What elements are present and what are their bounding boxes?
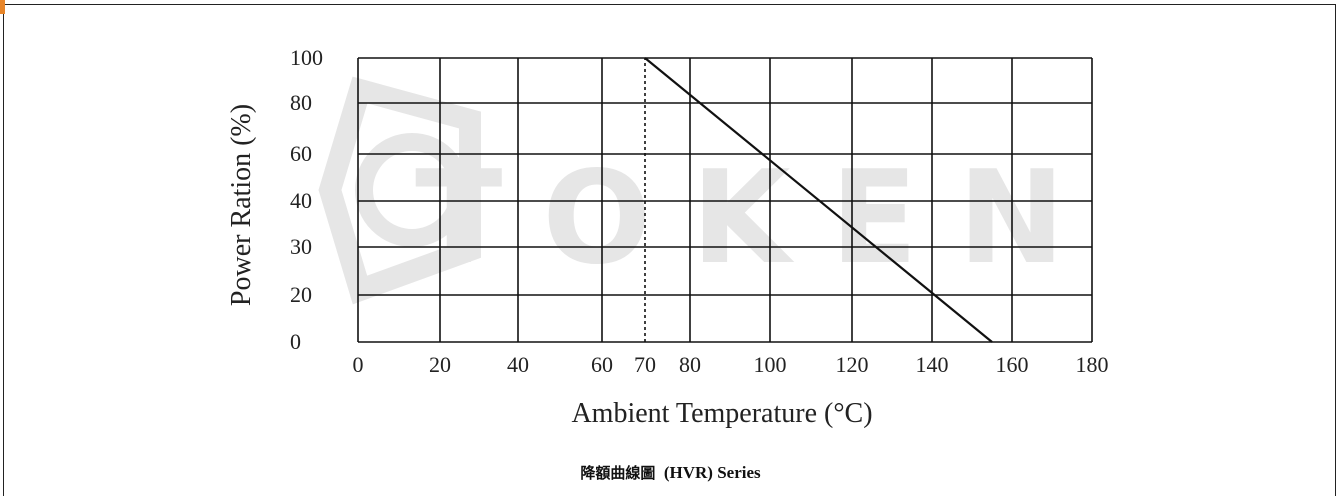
token-watermark: TOKEN bbox=[318, 76, 1105, 305]
x-tick-label: 20 bbox=[429, 352, 451, 377]
caption-series: (HVR) Series bbox=[663, 463, 761, 482]
x-tick-label: 0 bbox=[353, 352, 364, 377]
watermark-ring bbox=[355, 133, 469, 247]
x-axis-label: Ambient Temperature (°C) bbox=[571, 398, 872, 429]
y-tick-label: 80 bbox=[290, 90, 312, 115]
derating-chart: TOKEN 0 20 40 60 70 80 100 120 140 160 180 0 20 30 40… bbox=[226, 45, 1109, 429]
x-tick-label: 160 bbox=[996, 352, 1029, 377]
chart-grid bbox=[357, 57, 1093, 343]
x-tick-label: 40 bbox=[507, 352, 529, 377]
page-frame bbox=[3, 4, 1336, 496]
y-tick-label: 100 bbox=[290, 45, 323, 70]
x-tick-label: 70 bbox=[634, 352, 656, 377]
y-tick-label: 30 bbox=[290, 234, 312, 259]
x-tick-label: 80 bbox=[679, 352, 701, 377]
x-tick-labels: 0 20 40 60 70 80 100 120 140 160 180 bbox=[353, 352, 1109, 377]
y-tick-labels: 0 20 30 40 60 80 100 bbox=[290, 45, 323, 354]
y-axis-label: Power Ration (%) bbox=[226, 104, 257, 306]
x-tick-label: 120 bbox=[836, 352, 869, 377]
corner-accent-mark bbox=[0, 0, 5, 14]
y-tick-label: 60 bbox=[290, 141, 312, 166]
caption-cjk: 降額曲線圖 bbox=[580, 464, 656, 482]
y-tick-label: 20 bbox=[290, 282, 312, 307]
y-tick-label: 0 bbox=[290, 329, 301, 354]
x-tick-label: 60 bbox=[591, 352, 613, 377]
watermark-text: TOKEN bbox=[415, 144, 1105, 293]
watermark-hexagon bbox=[318, 76, 481, 305]
y-tick-label: 40 bbox=[290, 188, 312, 213]
derating-series-line bbox=[644, 57, 993, 343]
x-tick-label: 180 bbox=[1076, 352, 1109, 377]
x-tick-label: 140 bbox=[916, 352, 949, 377]
chart-caption: 降額曲線圖 (HVR) Series bbox=[0, 462, 1341, 483]
x-tick-label: 100 bbox=[754, 352, 787, 377]
